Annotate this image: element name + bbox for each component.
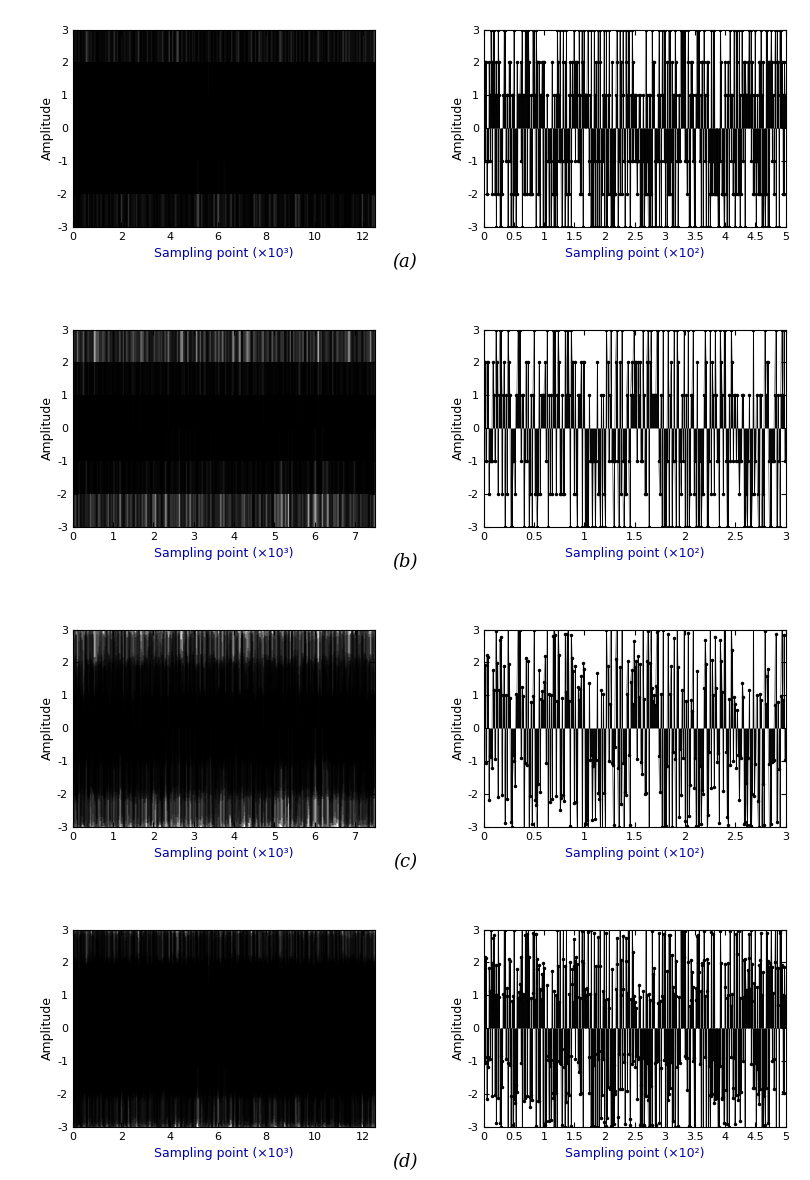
Y-axis label: Amplitude: Amplitude xyxy=(452,996,465,1060)
Y-axis label: Amplitude: Amplitude xyxy=(41,97,54,160)
Y-axis label: Amplitude: Amplitude xyxy=(41,996,54,1060)
X-axis label: Sampling point (×10³): Sampling point (×10³) xyxy=(154,1147,294,1160)
Y-axis label: Amplitude: Amplitude xyxy=(41,396,54,460)
X-axis label: Sampling point (×10²): Sampling point (×10²) xyxy=(565,248,705,261)
Text: (a): (a) xyxy=(393,253,417,271)
Y-axis label: Amplitude: Amplitude xyxy=(452,97,465,160)
X-axis label: Sampling point (×10³): Sampling point (×10³) xyxy=(154,548,294,560)
Y-axis label: Amplitude: Amplitude xyxy=(452,396,465,460)
Text: (d): (d) xyxy=(392,1153,418,1171)
X-axis label: Sampling point (×10²): Sampling point (×10²) xyxy=(565,847,705,860)
Text: (c): (c) xyxy=(393,853,417,871)
X-axis label: Sampling point (×10²): Sampling point (×10²) xyxy=(565,548,705,560)
X-axis label: Sampling point (×10³): Sampling point (×10³) xyxy=(154,847,294,860)
Y-axis label: Amplitude: Amplitude xyxy=(452,696,465,760)
Y-axis label: Amplitude: Amplitude xyxy=(41,696,54,760)
X-axis label: Sampling point (×10²): Sampling point (×10²) xyxy=(565,1147,705,1160)
Text: (b): (b) xyxy=(392,553,418,571)
X-axis label: Sampling point (×10³): Sampling point (×10³) xyxy=(154,248,294,261)
